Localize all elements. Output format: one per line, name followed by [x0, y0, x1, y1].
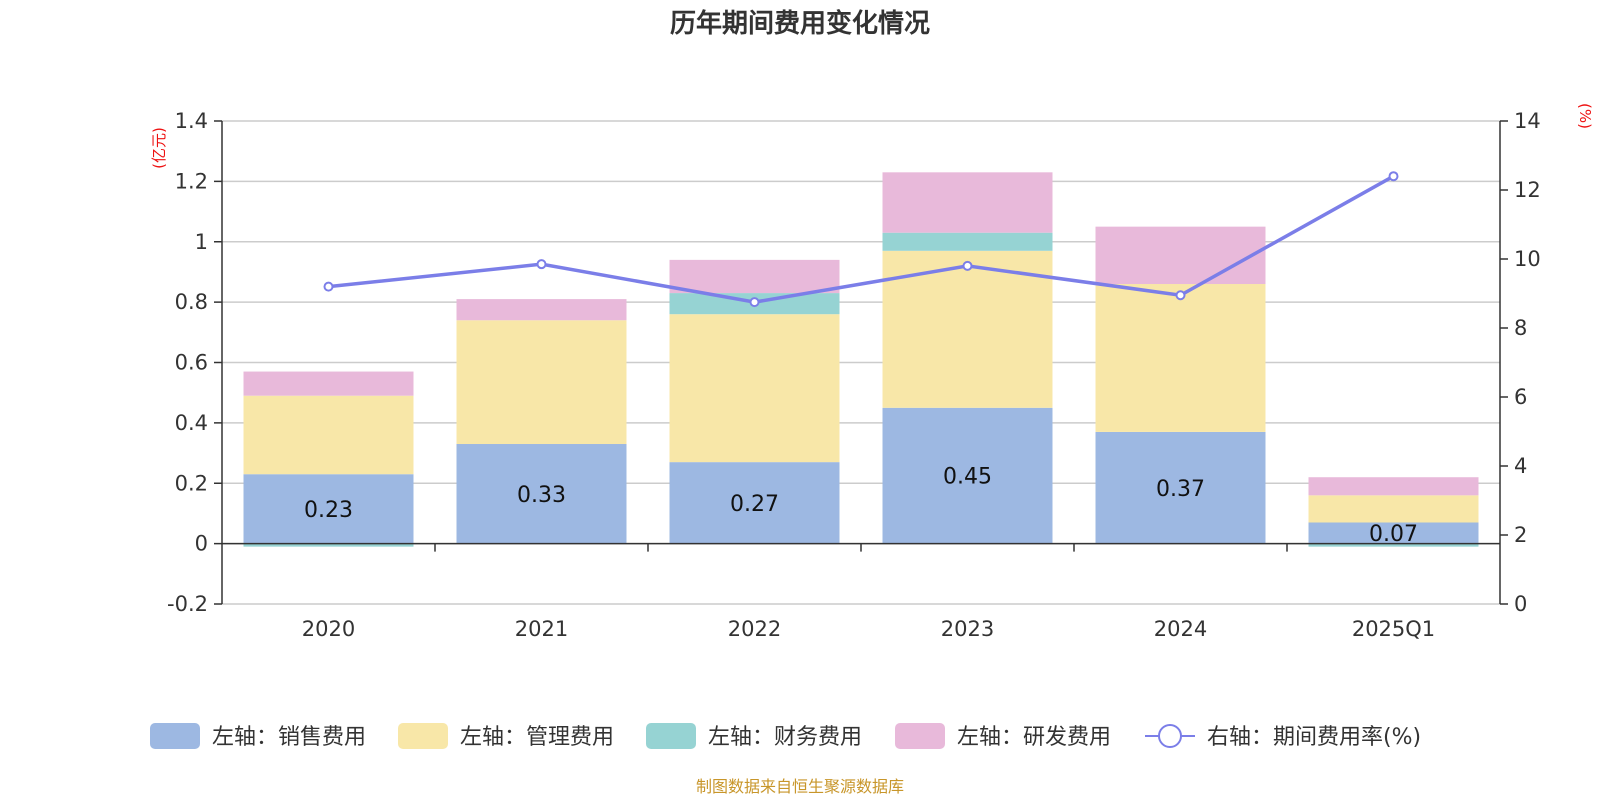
legend-swatch — [895, 723, 945, 749]
left-tick-label: 0.6 — [175, 351, 208, 375]
rate-point — [1388, 171, 1399, 182]
left-axis-unit: (亿元) — [150, 127, 168, 169]
bar-segment — [669, 314, 840, 463]
right-tick-label: 12 — [1514, 178, 1541, 202]
sales-data-label: 0.23 — [304, 498, 353, 523]
left-tick-label: 0 — [195, 532, 208, 556]
legend-label: 右轴：期间费用率(%) — [1207, 725, 1421, 750]
bar-segment — [1095, 431, 1266, 544]
rate-point — [536, 259, 547, 270]
legend: 左轴：销售费用 左轴：管理费用 左轴：财务费用 左轴：研发费用 右轴：期间费用率(%) — [150, 723, 1421, 750]
right-axis-unit: (%) — [1576, 103, 1594, 129]
rate-point — [962, 260, 973, 271]
left-tick-label: -0.2 — [167, 592, 208, 616]
rate-line — [323, 171, 1399, 308]
sales-data-label: 0.27 — [730, 492, 779, 517]
sales-data-label: 0.37 — [1156, 477, 1205, 502]
sales-data-label: 0.33 — [517, 483, 566, 508]
bar-segment — [243, 371, 414, 396]
right-tick-label: 4 — [1514, 454, 1527, 478]
bar-segment — [669, 259, 840, 294]
bar-segment — [1308, 495, 1479, 523]
right-tick-label: 0 — [1514, 592, 1527, 616]
bar-segment — [243, 543, 414, 547]
left-tick-label: 0.4 — [175, 411, 208, 435]
rate-point — [1175, 290, 1186, 301]
right-tick-label: 6 — [1514, 385, 1527, 409]
sales-data-label: 0.07 — [1369, 522, 1418, 547]
legend-line-marker — [1158, 724, 1182, 748]
bar-segment — [1095, 284, 1266, 432]
bar-segment — [882, 407, 1053, 544]
legend-label: 左轴：研发费用 — [957, 725, 1111, 750]
right-tick-label: 14 — [1514, 109, 1541, 133]
bar-segment — [456, 444, 627, 544]
rate-point — [749, 297, 760, 308]
bar-segment — [882, 172, 1053, 233]
x-category-label: 2024 — [1154, 617, 1207, 641]
right-tick-label: 2 — [1514, 523, 1527, 547]
x-category-label: 2022 — [728, 617, 781, 641]
source-note: 制图数据来自恒生聚源数据库 — [696, 777, 904, 796]
rate-point — [323, 281, 334, 292]
x-category-label: 2025Q1 — [1352, 617, 1435, 641]
bars — [243, 172, 1479, 547]
bar-segment — [1308, 522, 1479, 544]
grid — [222, 120, 1500, 605]
rate-line-path — [328, 174, 1395, 304]
legend-swatch — [150, 723, 200, 749]
x-category-label: 2020 — [302, 617, 355, 641]
bar-segment — [882, 232, 1053, 251]
axes: -0.2 0 0.2 0.4 0.6 0.8 1 1.2 1.4 0 2 4 6 8 10 12 14 2020 2… — [167, 109, 1541, 641]
legend-label: 左轴：管理费用 — [460, 725, 614, 750]
legend-swatch — [398, 723, 448, 749]
bar-segment — [456, 299, 627, 321]
data-labels: 0.23 0.33 0.27 0.45 0.37 0.07 — [304, 465, 1418, 547]
left-tick-label: 1.4 — [175, 109, 208, 133]
chart-title: 历年期间费用变化情况 — [670, 8, 930, 39]
sales-data-label: 0.45 — [943, 465, 992, 490]
bar-segment — [1308, 543, 1479, 547]
left-tick-label: 0.8 — [175, 290, 208, 314]
x-category-label: 2023 — [941, 617, 994, 641]
left-tick-label: 1 — [195, 230, 208, 254]
bar-segment — [1095, 226, 1266, 285]
bar-segment — [243, 395, 414, 475]
bar-segment — [243, 474, 414, 544]
x-category-label: 2021 — [515, 617, 568, 641]
left-tick-label: 1.2 — [175, 169, 208, 193]
bar-segment — [456, 320, 627, 445]
bar-segment — [1308, 477, 1479, 496]
left-tick-label: 0.2 — [175, 471, 208, 495]
legend-label: 左轴：销售费用 — [212, 725, 366, 750]
legend-label: 左轴：财务费用 — [708, 725, 862, 750]
right-tick-label: 10 — [1514, 247, 1541, 271]
bar-segment — [669, 462, 840, 544]
right-tick-label: 8 — [1514, 316, 1527, 340]
legend-swatch — [646, 723, 696, 749]
